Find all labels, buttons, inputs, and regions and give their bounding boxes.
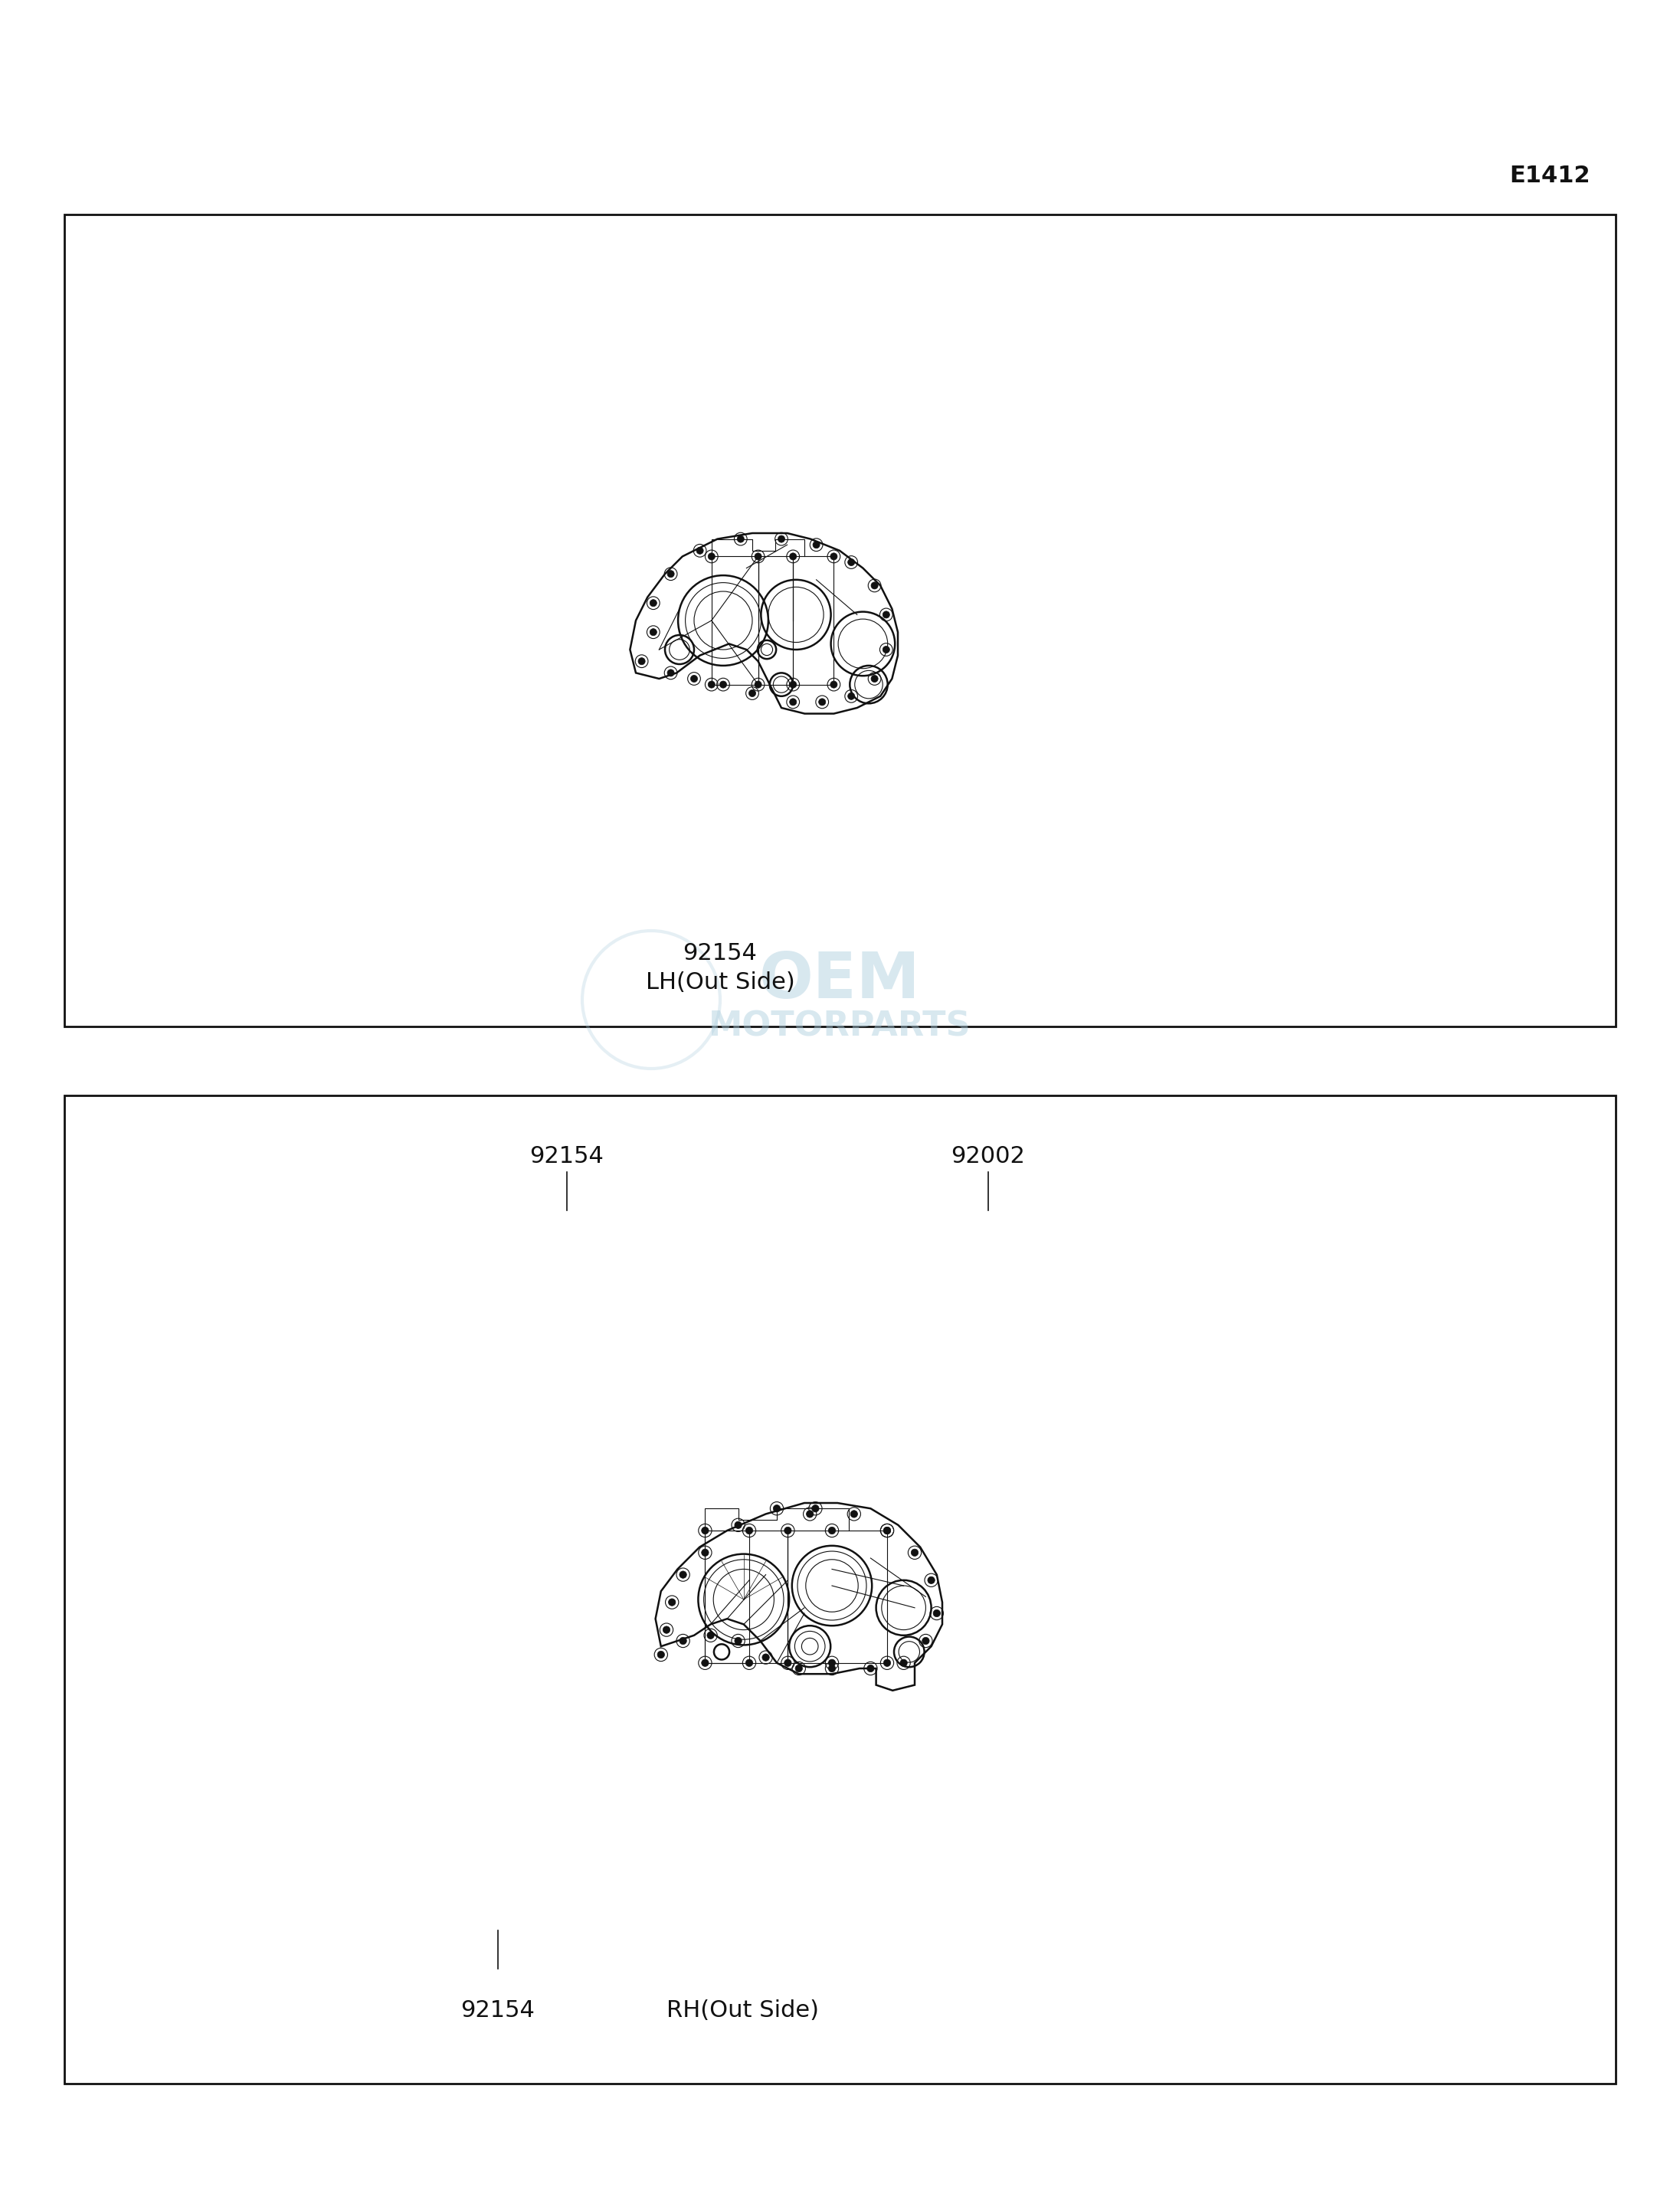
Circle shape [828,1527,835,1534]
Circle shape [754,681,761,688]
Circle shape [884,1527,890,1534]
Circle shape [867,1665,874,1672]
Circle shape [790,554,796,560]
Circle shape [690,674,697,683]
Circle shape [882,611,890,617]
Circle shape [778,536,785,543]
Circle shape [884,1527,890,1534]
Circle shape [702,1527,709,1534]
Circle shape [702,1549,709,1555]
Bar [706,1531,749,1663]
Text: E1412: E1412 [1509,165,1589,187]
Circle shape [806,1509,813,1518]
Circle shape [795,1665,803,1672]
Circle shape [754,554,761,560]
Bar [793,556,833,685]
Circle shape [734,1637,743,1643]
Bar [706,1531,788,1663]
Circle shape [650,628,657,635]
Circle shape [848,692,855,699]
Circle shape [785,1527,791,1534]
Text: 92154: 92154 [684,943,758,964]
Circle shape [773,1505,781,1512]
Circle shape [650,600,657,606]
Circle shape [746,1659,753,1668]
Circle shape [927,1577,934,1584]
Circle shape [679,1637,687,1643]
Circle shape [638,657,645,666]
Circle shape [850,1509,857,1518]
Text: 92154: 92154 [529,1145,605,1167]
Circle shape [818,699,825,705]
Circle shape [763,1654,769,1661]
Circle shape [738,536,744,543]
Circle shape [848,558,855,567]
Circle shape [922,1637,929,1643]
Bar [712,556,758,685]
Circle shape [657,1652,665,1659]
Circle shape [785,1659,791,1668]
Bar [64,215,1616,1026]
Circle shape [679,1571,687,1577]
Circle shape [667,670,674,677]
Circle shape [746,1527,753,1534]
Circle shape [830,681,837,688]
Circle shape [667,571,674,578]
Circle shape [734,1523,743,1529]
Text: RH(Out Side): RH(Out Side) [667,1999,818,2021]
Circle shape [697,547,704,554]
Circle shape [828,1665,835,1672]
Circle shape [664,1626,670,1632]
Circle shape [900,1659,907,1668]
Circle shape [911,1549,919,1555]
Text: MOTORPARTS: MOTORPARTS [709,1011,971,1044]
Circle shape [811,1505,818,1512]
Text: 92154: 92154 [460,1999,534,2021]
Circle shape [669,1599,675,1606]
Circle shape [707,1632,714,1639]
Circle shape [870,582,879,589]
Text: 92002: 92002 [951,1145,1025,1167]
Circle shape [719,681,727,688]
Bar [788,1531,887,1663]
Circle shape [749,690,756,696]
Bar [64,1096,1616,2083]
Circle shape [828,1659,835,1668]
Text: OEM: OEM [759,949,921,1011]
Text: LH(Out Side): LH(Out Side) [645,971,795,993]
Circle shape [790,681,796,688]
Circle shape [707,681,716,688]
Circle shape [932,1610,941,1617]
Circle shape [813,540,820,549]
Bar [758,556,793,685]
Circle shape [882,646,890,653]
Circle shape [707,554,716,560]
Circle shape [702,1659,709,1668]
Circle shape [870,674,879,683]
Circle shape [790,699,796,705]
Circle shape [830,554,837,560]
Circle shape [884,1659,890,1668]
